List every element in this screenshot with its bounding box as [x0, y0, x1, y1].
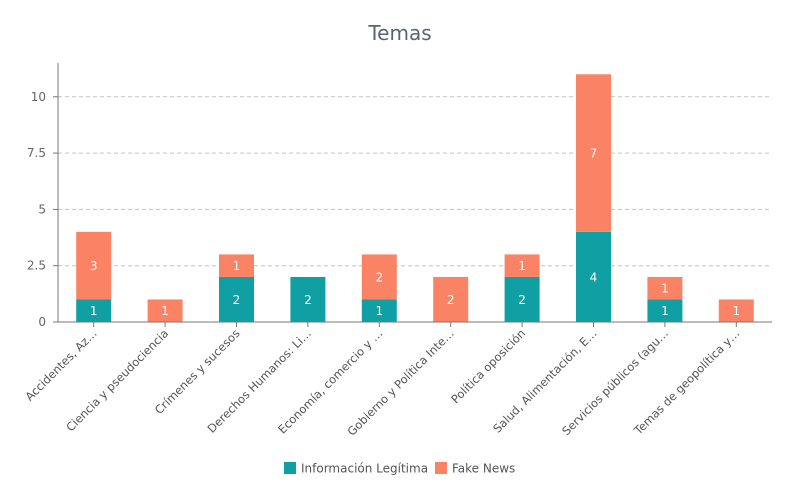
bar-segment — [576, 231, 611, 322]
y-tick-label: 2.5 — [27, 259, 46, 273]
bar-value-label: 1 — [661, 282, 669, 296]
y-tick-label: 10 — [31, 90, 46, 104]
bar-segment — [361, 254, 397, 300]
x-tick-label: Accidentes, Az… — [22, 326, 99, 403]
chart-title: Temas — [367, 21, 431, 45]
bar-segment — [361, 299, 397, 322]
bar-value-label: 1 — [661, 304, 669, 318]
legend-label: Información Legítima — [301, 462, 428, 476]
bar-labels: 1 3 1 2 1 2 1 2 2 2 1 4 7 1 1 1 — [90, 147, 740, 319]
grid-lines — [58, 96, 772, 267]
bar-segment — [219, 276, 254, 322]
bar-value-label: 1 — [90, 304, 98, 318]
x-axis-ticks: Accidentes, Az…Ciencia y pseudocienciaCr… — [22, 322, 742, 439]
legend: Información Legítima Fake News — [284, 462, 515, 476]
bar-segment — [219, 254, 254, 277]
bar-segment — [504, 276, 540, 322]
bar-segment — [433, 276, 469, 322]
y-tick-label: 0 — [38, 315, 46, 329]
bar-segment — [290, 276, 326, 322]
y-tick-label: 5 — [38, 202, 46, 216]
bar-segment — [76, 299, 112, 322]
bar-value-label: 1 — [161, 304, 169, 318]
bar-value-label: 2 — [304, 293, 312, 307]
bar-segment — [147, 299, 183, 322]
bar-segment — [718, 299, 754, 322]
bar-segment — [647, 299, 683, 322]
bar-value-label: 1 — [375, 304, 383, 318]
legend-swatch — [284, 462, 296, 474]
legend-swatch — [435, 462, 447, 474]
bar-value-label: 2 — [233, 293, 241, 307]
legend-label: Fake News — [452, 462, 515, 476]
bars — [76, 74, 754, 322]
bar-segment — [647, 276, 683, 300]
bar-segment — [76, 231, 112, 300]
bar-segment — [504, 254, 540, 277]
bar-value-label: 1 — [732, 304, 740, 318]
y-axis-ticks: 0 2.5 5 7.5 10 — [27, 90, 58, 329]
x-tick-label: Política oposición — [448, 326, 528, 406]
bar-value-label: 2 — [375, 270, 383, 284]
bar-value-label: 7 — [590, 147, 598, 161]
bar-value-label: 1 — [233, 259, 241, 273]
bar-value-label: 4 — [590, 270, 598, 284]
bar-segment — [576, 74, 611, 232]
bar-value-label: 2 — [447, 293, 455, 307]
bar-value-label: 3 — [90, 259, 98, 273]
y-tick-label: 7.5 — [27, 146, 46, 160]
bar-value-label: 2 — [518, 293, 526, 307]
bar-value-label: 1 — [518, 259, 526, 273]
